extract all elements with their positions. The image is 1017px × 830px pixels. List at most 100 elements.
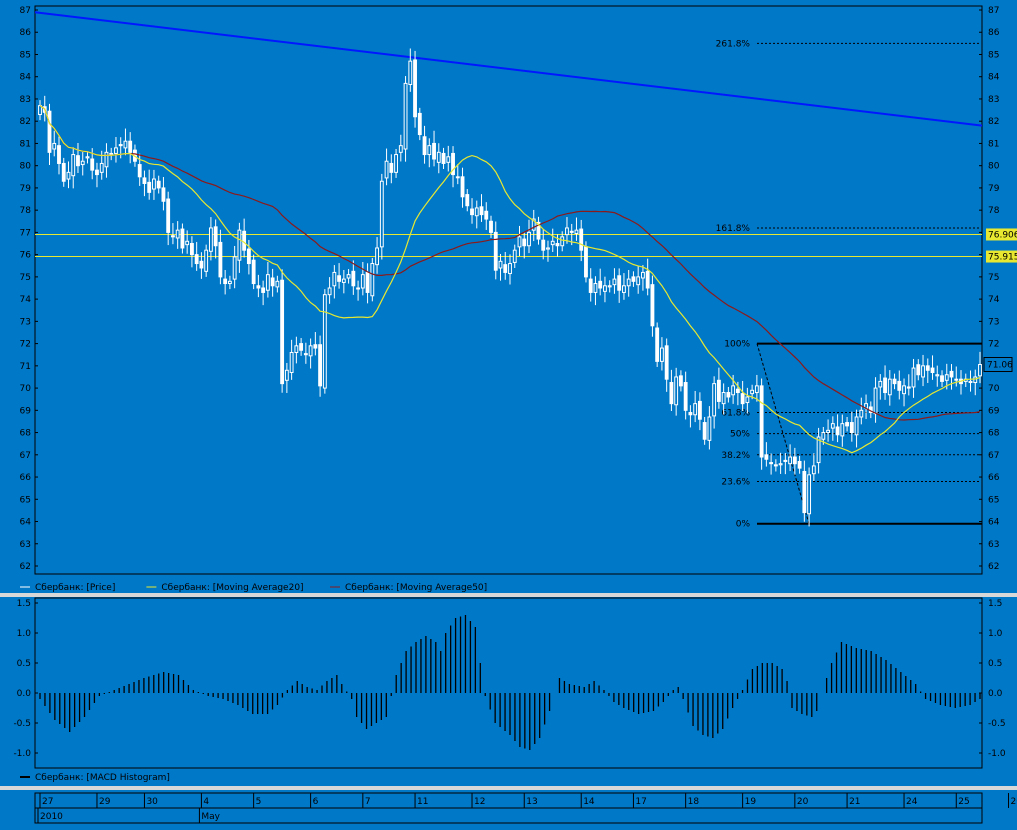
price-tick-label-left: 65 [20, 495, 31, 505]
price-tick-label-right: 75 [988, 273, 999, 283]
candle-body [664, 345, 669, 380]
time-axis-day-label: 6 [313, 797, 319, 807]
candle-body [498, 260, 503, 269]
price-tick-label-right: 78 [988, 206, 1000, 216]
price-tick-label-left: 72 [20, 340, 31, 350]
candle-body [356, 287, 361, 290]
fib-swing-line [756, 343, 810, 524]
horizontal-line-label: 75.9150 [988, 253, 1017, 263]
candle-body [280, 279, 285, 385]
candle-body [921, 365, 925, 378]
candle-body [365, 271, 370, 293]
price-tick-label-left: 78 [20, 206, 32, 216]
candle-body [527, 231, 531, 247]
candle-body [289, 351, 294, 374]
candle-body [702, 422, 707, 440]
price-tick-label-left: 68 [20, 429, 32, 439]
candle-body [531, 218, 536, 231]
candle-body [256, 285, 261, 289]
price-tick-label-left: 66 [20, 473, 32, 483]
price-tick-label-right: 73 [988, 317, 999, 327]
candle-body [593, 283, 598, 293]
moving-average-20-line [39, 105, 981, 454]
fib-level-label: 0% [736, 520, 751, 530]
time-axis-day-label: 25 [958, 797, 969, 807]
price-tick-label-right: 65 [988, 495, 999, 505]
candle-body [588, 278, 593, 293]
candle-body [114, 147, 118, 154]
candle-body [655, 327, 660, 362]
candle-body [166, 198, 171, 233]
fib-level-label: 261.8% [716, 39, 751, 49]
candle-body [555, 243, 560, 247]
candle-body [360, 274, 365, 289]
legend-entry: Сбербанк: [Moving Average50] [345, 583, 487, 593]
candle-body [341, 278, 346, 283]
macd-panel [34, 597, 983, 769]
price-tick-label-right: 62 [988, 562, 999, 572]
candle-body [607, 285, 612, 288]
price-tick-label-left: 70 [20, 384, 32, 394]
fib-level-label: 50% [730, 430, 750, 440]
candle-body [626, 278, 631, 287]
candle-body [859, 409, 864, 418]
candle-body [826, 429, 831, 434]
candle-body [446, 156, 451, 163]
price-tick-label-right: 85 [988, 50, 999, 60]
price-tick-label-right: 74 [988, 295, 1000, 305]
price-tick-label-right: 81 [988, 139, 999, 149]
candle-body [716, 379, 721, 402]
panel-separator[interactable] [0, 593, 1017, 597]
price-tick-label-right: 83 [988, 95, 999, 105]
macd-tick-label-right: 0.5 [988, 659, 1002, 669]
price-tick-label-left: 86 [20, 28, 32, 38]
candle-body [493, 231, 498, 271]
time-axis-month-label: May [201, 812, 220, 822]
legend-entry: Сбербанк: [Moving Average20] [161, 583, 303, 593]
price-tick-label-left: 71 [20, 362, 31, 372]
candle-body [811, 465, 816, 475]
candle-body [303, 353, 308, 356]
panel-separator-bottom[interactable] [0, 786, 1017, 790]
candle-body [246, 248, 251, 265]
moving-average-lines [39, 105, 981, 454]
moving-average-50-line [39, 105, 981, 421]
price-tick-label-left: 74 [20, 295, 32, 305]
candle-body [754, 385, 759, 394]
candle-body [484, 210, 489, 220]
candle-body [318, 344, 323, 387]
candle-body [313, 344, 318, 349]
candle-body [659, 347, 664, 362]
time-axis-day-label: 5 [256, 797, 262, 807]
candle-body [973, 376, 978, 384]
candle-body [61, 162, 66, 182]
macd-tick-label-left: 0.5 [17, 659, 31, 669]
fib-level-label: 38.2% [721, 451, 750, 461]
candle-body [550, 240, 555, 246]
candle-body [375, 247, 379, 266]
candle-body [835, 426, 840, 436]
candle-body [85, 156, 90, 159]
time-axis: 2729304567111213141718192021242526272831… [34, 792, 1017, 824]
candle-body [351, 270, 356, 287]
candle-body [612, 278, 617, 286]
candle-body [522, 238, 527, 247]
candle-body [745, 396, 750, 404]
candle-body [892, 378, 897, 385]
candle-body [650, 284, 655, 327]
candle-body [830, 423, 835, 429]
candle-body [949, 370, 954, 378]
candle-body [109, 152, 114, 156]
price-tick-label-right: 68 [988, 429, 1000, 439]
candle-body [427, 145, 432, 156]
candle-body [322, 294, 327, 389]
time-axis-year-label: 2010 [40, 812, 63, 822]
price-tick-label-left: 84 [20, 73, 32, 83]
candle-body [204, 249, 209, 272]
candle-body [764, 454, 769, 460]
horizontal-lines: 76.9066 75.9150 [35, 228, 1017, 263]
candle-body [816, 436, 821, 464]
candle-body [76, 155, 80, 167]
fib-level-label: 61.8% [721, 409, 750, 419]
